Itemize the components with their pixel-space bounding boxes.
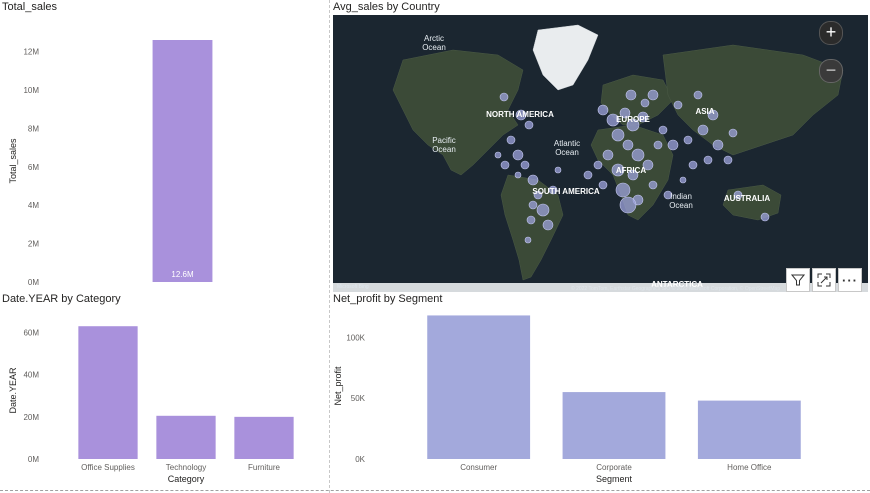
- y-tick-label: 2M: [28, 240, 39, 249]
- y-tick-label: 0M: [28, 455, 39, 464]
- y-tick-label: 6M: [28, 163, 39, 172]
- y-tick-label: 10M: [23, 86, 39, 95]
- segment-title: Net_profit by Segment: [333, 293, 443, 305]
- bar[interactable]: [234, 416, 294, 459]
- total-sales-panel[interactable]: Total_sales 0M 2M 4M 6M 8M 10M 12M Total_sales 1…: [0, 0, 328, 292]
- x-axis-title: Category: [168, 474, 205, 484]
- y-tick-label: 100K: [346, 333, 365, 342]
- bing-logo: Microsoft Bing: [337, 284, 369, 290]
- bar[interactable]: [697, 400, 801, 459]
- y-axis-title: Total_sales: [8, 138, 18, 184]
- map-label-africa: AFRICA: [616, 166, 646, 175]
- y-tick-label: 12M: [23, 48, 39, 57]
- zoom-out-button[interactable]: −: [819, 59, 843, 83]
- map-label-australia: AUSTRALIA: [724, 194, 770, 203]
- y-axis-title: Date.YEAR: [8, 367, 18, 414]
- map-attribution: © 2022 TomTom, Earthstar Geographics SIO…: [571, 285, 780, 292]
- map-label-north-america: NORTH AMERICA: [486, 110, 554, 119]
- x-tick-label: Office Supplies: [81, 463, 135, 472]
- total-sales-chart[interactable]: 0M 2M 4M 6M 8M 10M 12M Total_sales 12.6M: [0, 0, 328, 292]
- panel-divider-vertical: [329, 0, 330, 493]
- x-tick-label: Technology: [166, 463, 206, 472]
- data-label: 12.6M: [171, 270, 194, 279]
- bar[interactable]: [562, 392, 666, 459]
- map-label-antarctica: ANTARCTICA: [651, 280, 703, 289]
- bar[interactable]: [152, 40, 213, 282]
- x-tick-label: Corporate: [596, 463, 632, 472]
- more-options-button[interactable]: ···: [838, 268, 862, 292]
- y-tick-label: 4M: [28, 201, 39, 210]
- visual-toolbar: ···: [786, 268, 862, 292]
- y-axis-title: Net_profit: [333, 366, 343, 406]
- focus-mode-icon[interactable]: [812, 268, 836, 292]
- y-tick-label: 20M: [23, 413, 39, 422]
- map-label-asia: ASIA: [695, 107, 714, 116]
- y-tick-label: 50K: [351, 394, 366, 403]
- map-label-europe: EUROPE: [616, 115, 650, 124]
- panel-divider-horizontal: [0, 490, 870, 491]
- bar[interactable]: [156, 415, 216, 459]
- map-label-south-america: SOUTH AMERICA: [532, 187, 599, 196]
- map-title: Avg_sales by Country: [333, 1, 440, 13]
- bar[interactable]: [78, 326, 138, 459]
- map-label-arctic: Arctic: [424, 34, 444, 43]
- y-tick-label: 8M: [28, 124, 39, 133]
- category-chart[interactable]: 0M 20M 40M 60M Date.YEAR Office Supplies Techn…: [0, 292, 328, 488]
- x-tick-label: Furniture: [248, 463, 281, 472]
- filter-icon[interactable]: [786, 268, 810, 292]
- segment-panel[interactable]: Net_profit by Segment 0K 50K 100K Net_profi…: [331, 292, 870, 488]
- map-panel[interactable]: Avg_sales by Country: [331, 0, 870, 295]
- y-tick-label: 0M: [28, 278, 39, 287]
- x-tick-label: Consumer: [460, 463, 497, 472]
- world-map[interactable]: Arctic Ocean NORTH AMERICA Pacific Ocean A…: [333, 15, 868, 294]
- category-title: Date.YEAR by Category: [2, 293, 121, 305]
- y-tick-label: 0K: [355, 455, 365, 464]
- category-panel[interactable]: Date.YEAR by Category 0M 20M 40M 60M Date.YE…: [0, 292, 328, 488]
- x-axis-title: Segment: [596, 474, 633, 484]
- y-tick-label: 40M: [23, 371, 39, 380]
- y-tick-label: 60M: [23, 329, 39, 338]
- x-tick-label: Home Office: [727, 463, 772, 472]
- bar[interactable]: [427, 315, 531, 459]
- segment-chart[interactable]: 0K 50K 100K Net_profit Consumer Corporate Home…: [331, 292, 870, 488]
- zoom-in-button[interactable]: +: [819, 21, 843, 45]
- total-sales-title: Total_sales: [2, 1, 58, 13]
